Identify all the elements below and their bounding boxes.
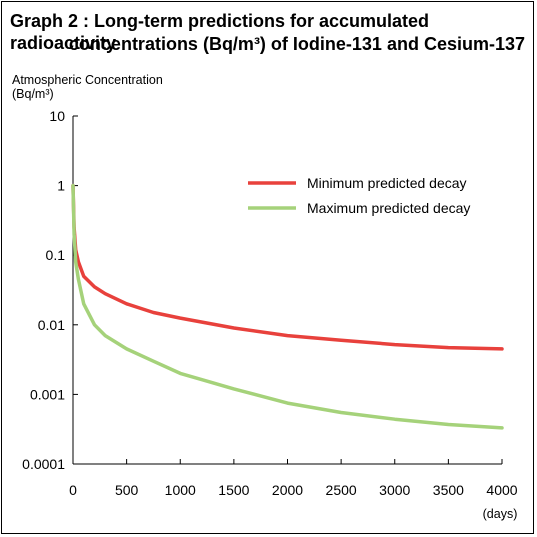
legend-label-1: Minimum predicted decay — [307, 175, 467, 191]
x-tick-label: 500 — [115, 482, 139, 498]
y-axis-label-line-2: (Bq/m³) — [12, 87, 54, 101]
x-tick-label: 1000 — [165, 482, 196, 498]
legend-label-2: Maximum predicted decay — [307, 200, 470, 216]
y-tick-label: 1 — [57, 178, 65, 194]
x-tick-label: 3500 — [433, 482, 464, 498]
series-lines — [71, 183, 504, 430]
x-tick-label: 4000 — [486, 482, 517, 498]
y-tick-label: 0.01 — [38, 317, 65, 333]
y-axis-label: Atmospheric Concentration (Bq/m³) — [12, 73, 163, 101]
x-tick-label: 2000 — [272, 482, 303, 498]
chart-title-line-1: Graph 2 : Long-term predictions for accu… — [10, 11, 430, 53]
y-tick-label: 0.1 — [46, 247, 66, 263]
x-tick-label: 3000 — [379, 482, 410, 498]
y-tick-label: 0.001 — [30, 386, 65, 402]
x-tick-label: 1500 — [218, 482, 249, 498]
y-tick-label: 0.0001 — [22, 456, 65, 472]
y-axis-label-line-1: Atmospheric Concentration — [12, 73, 163, 87]
x-axis-label: (days) — [483, 507, 518, 521]
y-tick-label: 10 — [49, 108, 65, 124]
x-tick-label: 2500 — [326, 482, 357, 498]
series-line-2 — [71, 183, 504, 430]
legend: Minimum predicted decay Maximum predicted… — [248, 175, 470, 216]
chart-title-line-2: concentrations (Bq/m³) of Iodine-131 and… — [68, 34, 525, 54]
x-tick-label: 0 — [69, 482, 77, 498]
